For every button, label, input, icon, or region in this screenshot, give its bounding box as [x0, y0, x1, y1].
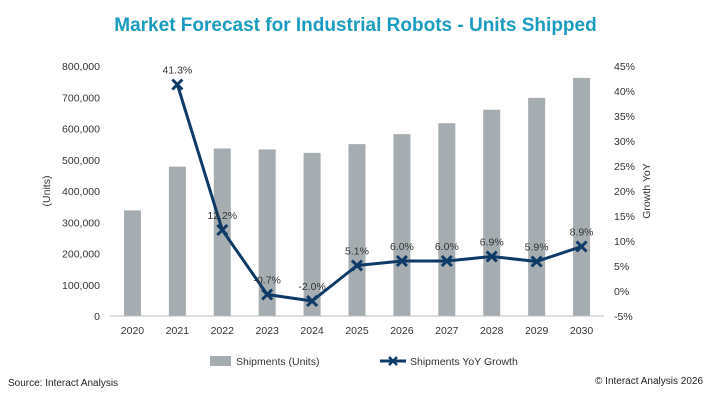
bar [303, 152, 321, 316]
y-tick-label: 600,000 [62, 124, 100, 136]
y2-axis-title: Growth YoY [641, 163, 653, 218]
growth-data-label: 6.9% [480, 237, 504, 249]
legend-swatch-marker [388, 356, 398, 366]
growth-data-label: -0.7% [253, 275, 280, 287]
x-tick-label: 2024 [300, 325, 324, 337]
growth-line [175, 84, 583, 303]
bar [483, 109, 501, 316]
y2-tick-label: 45% [614, 61, 635, 73]
x-tick-label: 2022 [211, 325, 235, 337]
y-axis-title: (Units) [41, 176, 53, 207]
y-tick-label: 200,000 [62, 249, 100, 261]
x-tick-label: 2023 [256, 325, 280, 337]
bar [348, 144, 366, 316]
y2-tick-label: 40% [614, 86, 635, 98]
growth-marker [216, 223, 229, 237]
x-tick-label: 2028 [480, 325, 504, 337]
x-tick-label: 2020 [121, 325, 145, 337]
y-tick-label: 500,000 [62, 155, 100, 167]
growth-data-label: 12.2% [207, 210, 237, 222]
y2-tick-label: 15% [614, 211, 635, 223]
y2-tick-label: 30% [614, 136, 635, 148]
growth-data-label: 8.9% [570, 227, 594, 239]
chart-title: Market Forecast for Industrial Robots - … [114, 15, 597, 36]
growth-marker [575, 240, 588, 253]
growth-data-label: 5.9% [525, 242, 549, 254]
y-tick-label: 300,000 [62, 217, 100, 229]
y2-tick-label: 25% [614, 161, 635, 173]
copyright-note: © Interact Analysis 2026 [595, 376, 703, 387]
y2-tick-label: 10% [614, 236, 635, 248]
growth-data-label: -2.0% [298, 281, 325, 293]
growth-marker [350, 259, 364, 272]
bar [528, 97, 546, 316]
source-note: Source: Interact Analysis [8, 378, 119, 389]
growth-marker [171, 78, 184, 91]
growth-marker [485, 250, 498, 263]
x-tick-label: 2027 [435, 325, 459, 337]
legend-swatch-bars [210, 356, 231, 366]
growth-marker [440, 254, 453, 268]
growth-data-label: 5.1% [345, 246, 369, 258]
bar [438, 123, 456, 316]
x-tick-label: 2029 [525, 325, 549, 337]
growth-marker [306, 294, 319, 308]
bar [393, 134, 411, 316]
y-tick-label: 800,000 [62, 61, 100, 73]
y-tick-label: 400,000 [62, 186, 100, 198]
growth-marker [530, 255, 543, 268]
y2-tick-label: 0% [614, 286, 629, 298]
growth-data-label: 6.0% [390, 241, 414, 253]
growth-data-label: 41.3% [162, 65, 192, 77]
x-tick-label: 2030 [570, 325, 594, 337]
bar [573, 77, 591, 316]
y2-tick-label: -5% [614, 311, 633, 323]
bar [258, 149, 276, 316]
bar [123, 210, 141, 316]
y2-tick-label: 5% [614, 261, 629, 273]
y2-tick-label: 20% [614, 186, 635, 198]
y2-tick-label: 35% [614, 111, 635, 123]
legend-label-bars: Shipments (Units) [236, 356, 319, 368]
legend-label-line: Shipments YoY Growth [410, 356, 518, 368]
growth-marker [395, 254, 408, 268]
x-tick-label: 2025 [345, 325, 369, 337]
bar [168, 166, 186, 316]
x-tick-label: 2021 [166, 325, 190, 337]
growth-marker [261, 288, 274, 301]
x-tick-label: 2026 [390, 325, 414, 337]
growth-data-label: 6.0% [435, 241, 459, 253]
y-tick-label: 0 [94, 311, 100, 323]
y-tick-label: 100,000 [62, 280, 100, 292]
y-tick-label: 700,000 [62, 92, 100, 104]
